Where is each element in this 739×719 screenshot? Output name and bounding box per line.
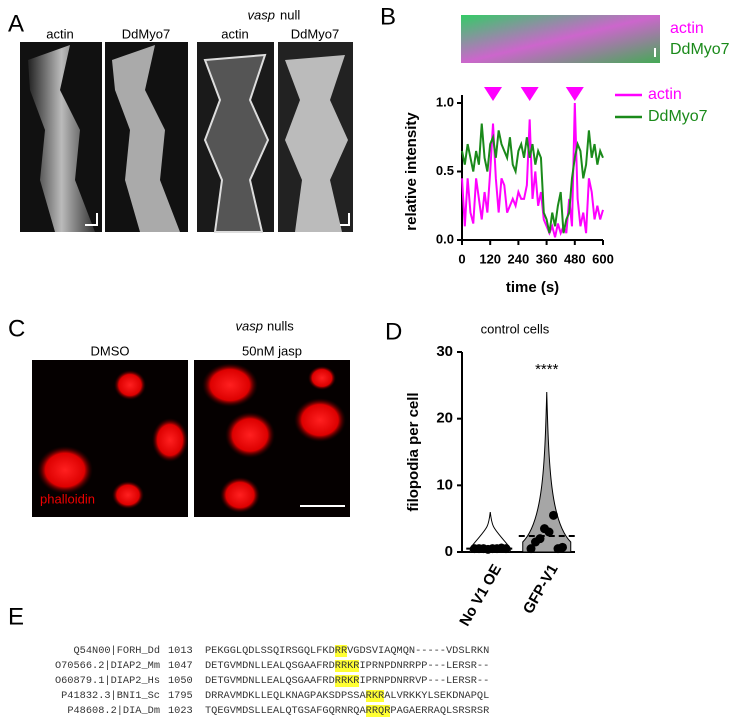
image-label: actin	[46, 26, 73, 41]
image-label: DdMyo7	[291, 26, 339, 41]
sequence-text: DETGVMDNLLEALQSGAAFRD	[205, 660, 335, 672]
panel-letter: A	[8, 10, 24, 37]
marker	[484, 87, 503, 101]
legend-label: actin	[648, 86, 682, 103]
sequence-text: 1023	[168, 705, 193, 717]
sequence-text: DETGVMDNLLEALQSGAAFRDRRKRIPRNPDNRRVP---L…	[205, 674, 489, 689]
highlight: RRQR	[365, 705, 391, 717]
sequence-text: TQEGVMDSLLEALQTGSAFGQRNRQARRQRPAGAERRAQL…	[205, 704, 489, 719]
x-tick-label: 360	[536, 251, 558, 266]
sequence-text: 1050	[168, 675, 193, 687]
x-tick-label: GFP-V1	[520, 561, 562, 616]
sequence-text: PEKGGLQDLSSQIRSGQLFKD	[205, 645, 335, 657]
sequence-text: DETGVMDNLLEALQSGAAFRDRRKRIPRNPDNRRPP---L…	[205, 659, 489, 674]
micrographs	[32, 360, 350, 517]
sequence-text: 1013	[168, 645, 193, 657]
x-tick-label: 120	[479, 251, 501, 266]
y-tick-label: 1.0	[436, 94, 454, 109]
y-tick-label: 10	[436, 476, 453, 493]
sequence-text: DRRAVMDKLLEQLKNAGPAKSDPSSA	[205, 690, 366, 702]
sequence-text: 1795	[168, 690, 193, 702]
y-tick-label: 0.0	[436, 231, 454, 246]
sequence-text: PAGAERRAQLSRSRSR	[390, 705, 490, 717]
image-label: actin	[221, 26, 248, 41]
data-point	[558, 542, 567, 552]
y-tick-label: 0	[445, 543, 453, 560]
highlight: RRKR	[334, 675, 360, 687]
sequence-text: IPRNPDNRRVP---LERSR--	[359, 675, 490, 687]
y-tick-label: 30	[436, 343, 453, 360]
highlight: RRKR	[334, 660, 360, 672]
marker	[565, 87, 584, 101]
image-label: 50nM jasp	[242, 343, 302, 358]
x-tick-label: 0	[458, 251, 465, 266]
sequence-text: PEKGGLQDLSSQIRSGQLFKDRRVGDSVIAQMQN-----V…	[205, 644, 489, 659]
data-point	[526, 544, 536, 554]
series-line	[461, 123, 604, 234]
data-point	[549, 510, 558, 520]
data-point	[501, 544, 511, 554]
stain-label: phalloidin	[40, 491, 95, 506]
sequence-text: TQEGVMDSLLEALQTGSAFGQRNRQA	[205, 705, 366, 717]
y-tick-label: 0.5	[436, 163, 454, 178]
panel-letter: C	[8, 315, 25, 342]
x-tick-label: No V1 OE	[456, 561, 505, 629]
y-axis-label: relative intensity	[403, 112, 420, 231]
x-tick-label: 600	[592, 251, 614, 266]
image-label: nulls	[267, 318, 294, 333]
x-axis-label: time (s)	[506, 279, 559, 296]
sequence-text: IPRNPDNRRPP---LERSR--	[359, 660, 490, 672]
sequence-text: P41832.3|BNI1_Sc	[61, 690, 160, 702]
kymograph	[461, 15, 660, 63]
micrographs	[20, 42, 353, 233]
sequence-text: ALVRKKYLSEKDNAPQL	[384, 690, 490, 702]
sequence-text: O60879.1|DIAP2_Hs	[54, 675, 160, 687]
y-axis-label: filopodia per cell	[405, 392, 422, 511]
highlight: RR	[334, 645, 348, 657]
image-label: vasp	[236, 318, 263, 333]
series-line	[461, 102, 604, 238]
sequence-text: DRRAVMDKLLEQLKNAGPAKSDPSSARKRALVRKKYLSEK…	[205, 689, 489, 704]
panel-letter: B	[380, 3, 396, 30]
x-tick-label: 240	[508, 251, 530, 266]
kymo-label: actin	[670, 20, 704, 37]
y-tick-label: 20	[436, 410, 453, 427]
data-point	[535, 534, 545, 544]
sequence-text: O70566.2|DIAP2_Mm	[54, 660, 160, 672]
image-label: null	[280, 7, 300, 22]
sequence-text: VGDSVIAQMQN-----VDSLRKN	[347, 645, 490, 657]
x-tick-label: 480	[564, 251, 586, 266]
panel-letter: E	[8, 603, 24, 630]
chart-title: control cells	[481, 321, 550, 336]
marker	[520, 87, 539, 101]
image-label: DMSO	[91, 343, 130, 358]
annotation: ****	[535, 361, 559, 378]
violin	[522, 391, 572, 553]
sequence-text: P48608.2|DIA_Dm	[67, 705, 160, 717]
sequence-text: 1047	[168, 660, 193, 672]
sequence-text: DETGVMDNLLEALQSGAAFRD	[205, 675, 335, 687]
legend-label: DdMyo7	[648, 108, 708, 125]
kymo-label: DdMyo7	[670, 41, 730, 58]
panel-letter: D	[385, 318, 402, 345]
data-point	[544, 527, 554, 537]
highlight: RKR	[365, 690, 385, 702]
sequence-text: Q54N00|FORH_Dd	[73, 645, 160, 657]
image-label: vasp	[248, 7, 275, 22]
image-label: DdMyo7	[122, 26, 170, 41]
